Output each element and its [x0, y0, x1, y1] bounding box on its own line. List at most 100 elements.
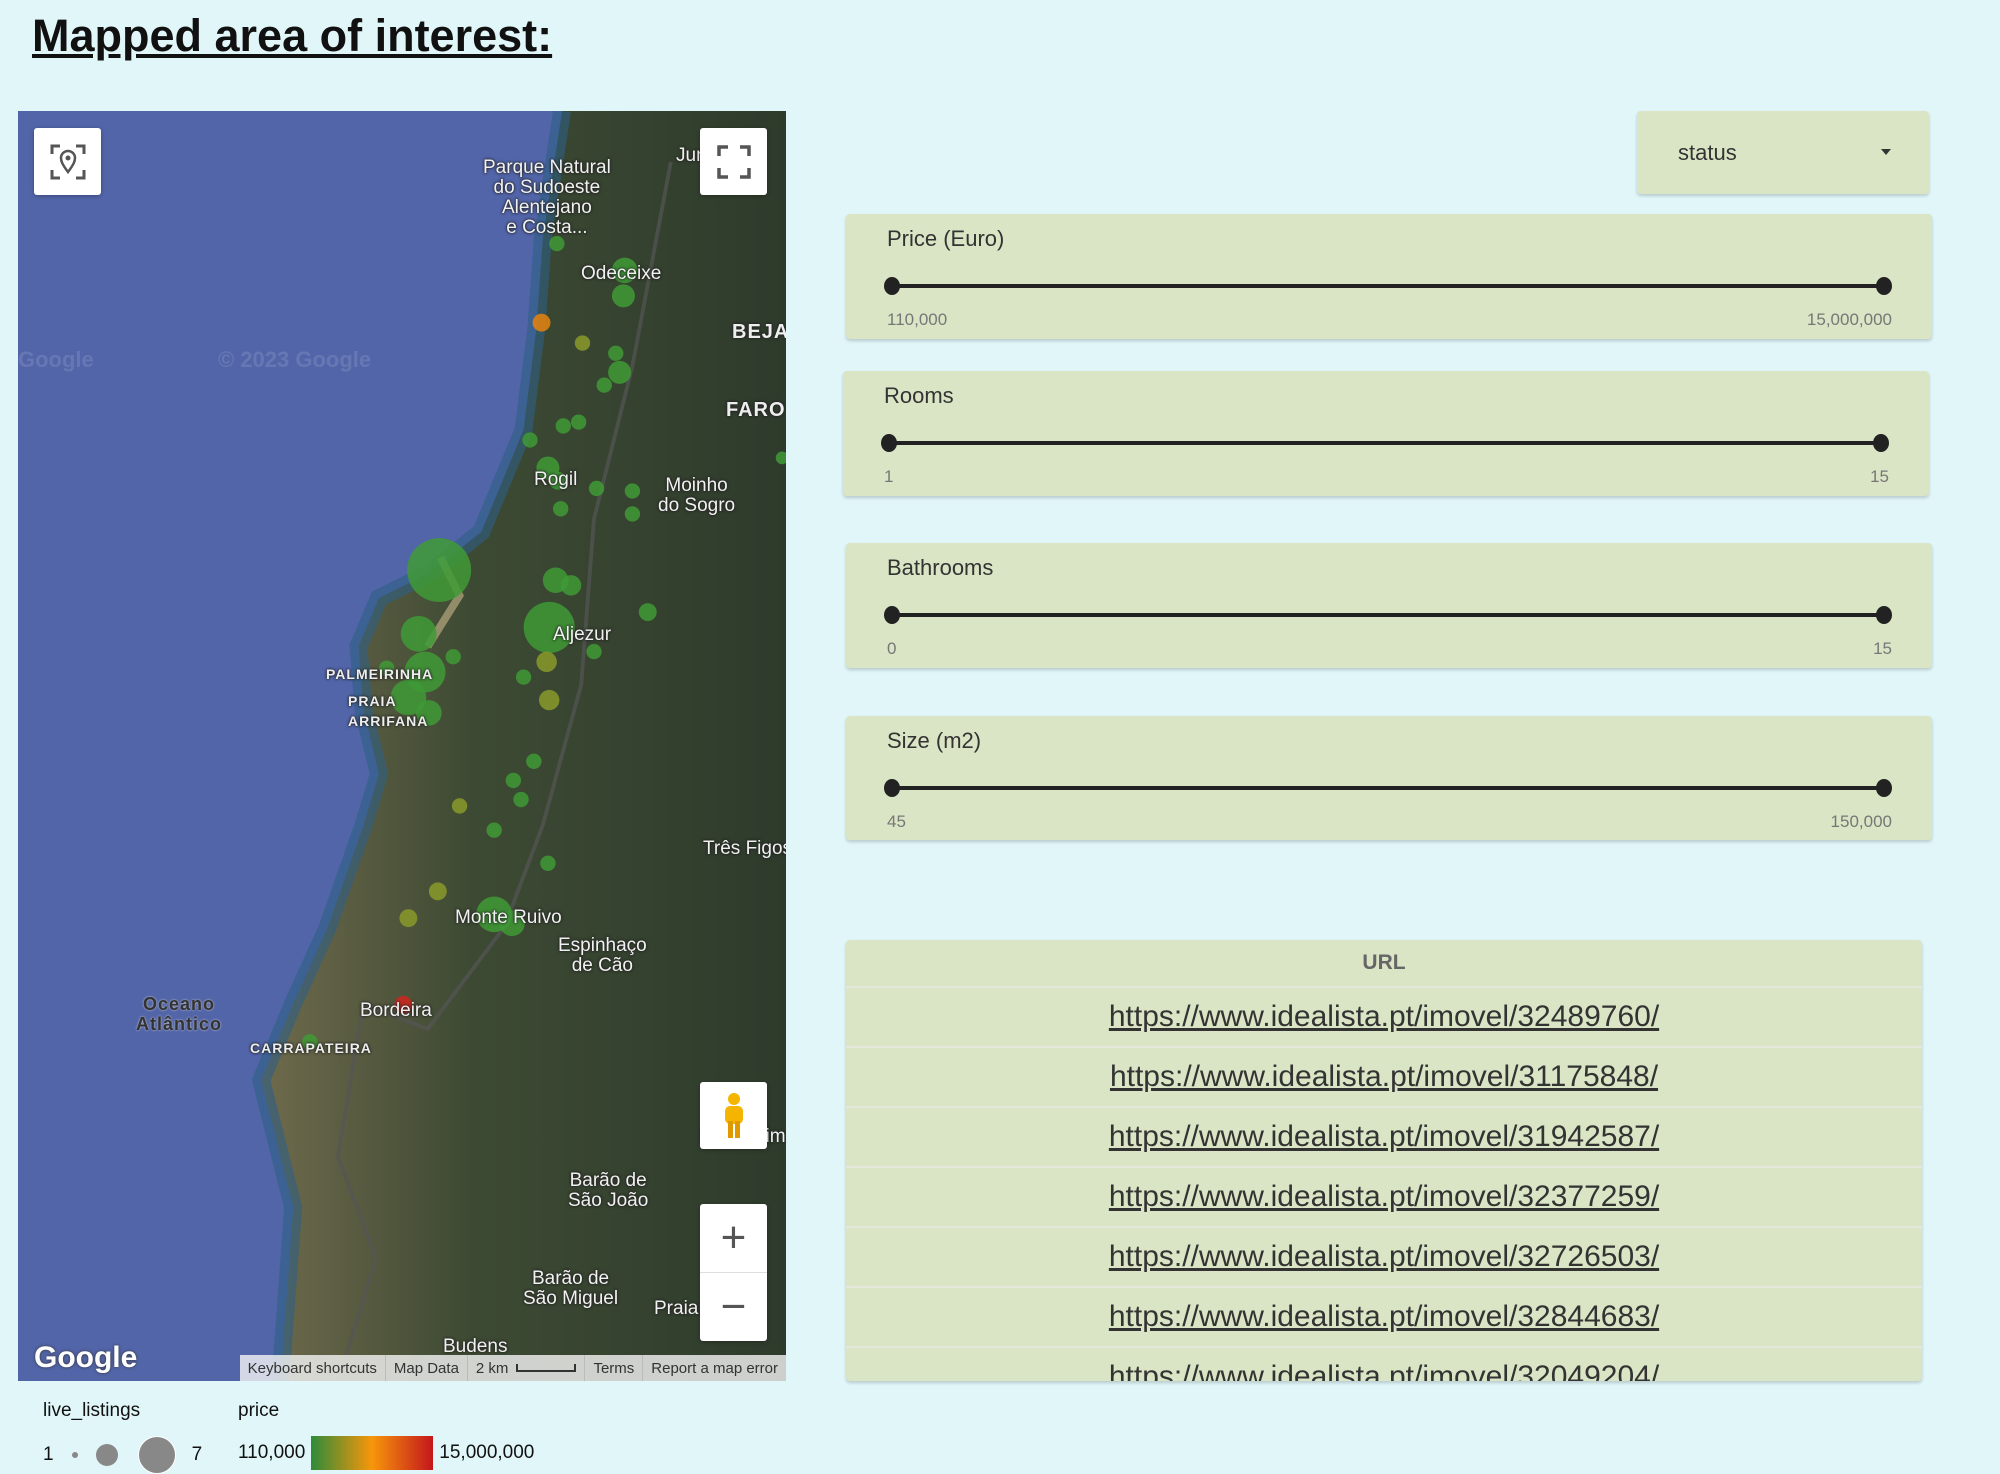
size-slider-min-handle[interactable] [884, 779, 900, 797]
legend-size-title: live_listings [43, 1400, 141, 1421]
rooms-slider-max-handle[interactable] [1873, 434, 1889, 452]
listing-marker[interactable] [378, 660, 395, 676]
listing-marker[interactable] [407, 538, 472, 602]
map[interactable]: Google © 2023 Google Parque Natural do S… [18, 111, 786, 1381]
listing-marker[interactable] [499, 910, 525, 936]
price-slider-min-handle[interactable] [884, 277, 900, 295]
price-slider-card: Price (Euro) 110,000 15,000,000 [846, 214, 1932, 339]
terms-link[interactable]: Terms [584, 1355, 642, 1381]
listing-marker[interactable] [596, 377, 612, 393]
scale-label: 2 km [475, 1359, 509, 1377]
listing-marker[interactable] [523, 601, 575, 653]
slider-label: Bathrooms [887, 555, 994, 580]
listing-marker[interactable] [588, 480, 605, 497]
price-slider-track[interactable] [892, 284, 1884, 288]
listing-marker[interactable] [538, 689, 560, 711]
report-map-error-link[interactable]: Report a map error [642, 1355, 786, 1381]
listing-link[interactable]: https://www.idealista.pt/imovel/31175848… [1109, 1060, 1659, 1093]
slider-max-label: 150,000 [1830, 812, 1892, 831]
status-dropdown[interactable]: status [1637, 111, 1929, 194]
listing-marker[interactable] [611, 284, 635, 308]
map-label: Três Figos [703, 838, 786, 859]
listing-link[interactable]: https://www.idealista.pt/imovel/31942587… [1108, 1120, 1660, 1153]
rooms-slider-min-handle[interactable] [881, 434, 897, 452]
listing-marker[interactable] [522, 432, 538, 448]
map-pin-focus-icon [50, 144, 85, 179]
listing-marker[interactable] [586, 643, 602, 660]
map-label: Moinho do Sogro [658, 475, 736, 516]
listing-link[interactable]: https://www.idealista.pt/imovel/32489760… [1108, 1000, 1660, 1033]
street-view-pegman-icon [724, 1092, 743, 1138]
map-label: BEJA [732, 321, 786, 343]
listing-marker[interactable] [624, 483, 641, 499]
listing-marker[interactable] [611, 257, 638, 284]
map-label: Aljezur [553, 624, 612, 645]
size-slider-max-handle[interactable] [1876, 779, 1892, 797]
zoom-in-button[interactable]: + [700, 1204, 767, 1273]
listing-marker[interactable] [428, 882, 447, 901]
zoom-out-button[interactable]: − [720, 1282, 747, 1331]
map-attribution-bar: Keyboard shortcuts Map Data 2 km Terms R… [239, 1355, 786, 1381]
bathrooms-slider-max-handle[interactable] [1876, 606, 1892, 624]
map-scale: 2 km [466, 1355, 585, 1381]
legend-size-scale: 1 7 [43, 1436, 202, 1474]
status-dropdown-value: status [1678, 140, 1737, 165]
price-slider-max-handle[interactable] [1876, 277, 1892, 295]
street-view-button[interactable] [700, 1082, 767, 1149]
listing-marker[interactable] [638, 603, 657, 622]
map-label: Budens [443, 1336, 508, 1357]
table-row: https://www.idealista.pt/imovel/32377259… [846, 1166, 1922, 1226]
listing-marker[interactable] [549, 235, 565, 252]
bathrooms-slider-track[interactable] [892, 613, 1884, 617]
listing-link[interactable]: https://www.idealista.pt/imovel/32049204… [1108, 1360, 1660, 1381]
listing-marker[interactable] [505, 772, 522, 789]
listing-marker[interactable] [574, 335, 591, 351]
bathrooms-slider-card: Bathrooms 0 15 [846, 543, 1932, 668]
listing-marker[interactable] [400, 615, 437, 652]
legend-dot-small [71, 1452, 78, 1458]
legend-size-max: 7 [191, 1444, 203, 1465]
size-slider-track[interactable] [892, 786, 1884, 790]
listing-marker[interactable] [416, 700, 442, 726]
map-label: Bordeira [360, 1000, 432, 1021]
listing-marker[interactable] [536, 651, 557, 673]
fullscreen-icon [716, 144, 751, 179]
listing-marker[interactable] [526, 753, 542, 769]
listing-marker[interactable] [394, 995, 413, 1014]
listing-link[interactable]: https://www.idealista.pt/imovel/32844683… [1108, 1300, 1660, 1333]
listing-marker[interactable] [540, 855, 556, 871]
listing-marker[interactable] [553, 501, 569, 517]
map-label: Praia [654, 1298, 699, 1319]
listing-marker[interactable] [486, 822, 502, 838]
listing-link[interactable]: https://www.idealista.pt/imovel/32377259… [1108, 1180, 1660, 1213]
map-label: Odeceixe [581, 263, 662, 284]
keyboard-shortcuts-link[interactable]: Keyboard shortcuts [247, 1359, 377, 1377]
listing-marker[interactable] [624, 506, 641, 522]
listing-marker[interactable] [390, 679, 427, 716]
legend-dot-medium [95, 1444, 118, 1466]
locate-button[interactable] [34, 128, 101, 195]
fullscreen-button[interactable] [700, 128, 767, 195]
listing-marker[interactable] [555, 418, 571, 434]
map-label: PRAIA ARRIFANA [348, 693, 429, 729]
listing-marker[interactable] [570, 414, 587, 430]
listing-marker[interactable] [399, 909, 418, 928]
listing-marker[interactable] [445, 649, 461, 665]
listing-marker[interactable] [608, 360, 632, 384]
listing-marker[interactable] [513, 791, 529, 808]
rooms-slider-track[interactable] [889, 441, 1881, 445]
bathrooms-slider-min-handle[interactable] [884, 606, 900, 624]
listing-marker[interactable] [608, 345, 624, 361]
listing-marker[interactable] [775, 451, 786, 465]
listing-link[interactable]: https://www.idealista.pt/imovel/32726503… [1108, 1240, 1660, 1273]
listing-marker[interactable] [302, 1034, 318, 1050]
table-row: https://www.idealista.pt/imovel/32489760… [846, 986, 1922, 1046]
listing-marker[interactable] [549, 471, 568, 490]
listing-marker[interactable] [515, 669, 532, 685]
map-label: CARRAPATEIRA [250, 1040, 372, 1056]
map-watermark: © 2023 Google [218, 347, 372, 372]
listing-marker[interactable] [451, 798, 468, 814]
listing-marker[interactable] [560, 575, 582, 596]
map-data-link[interactable]: Map Data [384, 1355, 467, 1381]
listing-marker[interactable] [532, 313, 551, 332]
